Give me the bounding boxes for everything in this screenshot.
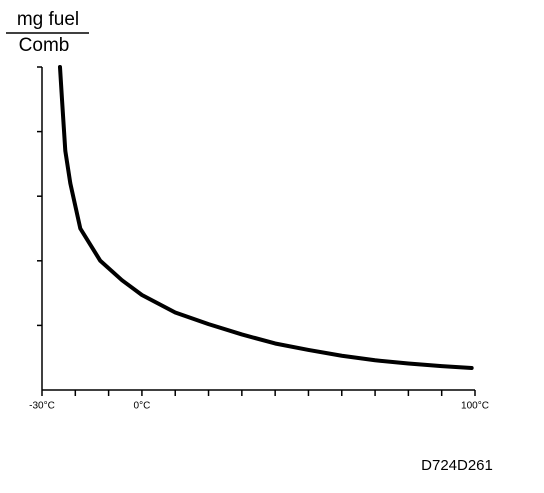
curve <box>57 65 474 371</box>
figure-id: D724D261 <box>421 457 493 474</box>
y-label-bottom: Comb <box>19 35 70 56</box>
x-tick-label: 100°C <box>461 401 489 412</box>
y-label-top: mg fuel <box>17 9 79 30</box>
x-tick-label: 0°C <box>134 401 151 412</box>
x-tick-label: -30°C <box>29 401 55 412</box>
